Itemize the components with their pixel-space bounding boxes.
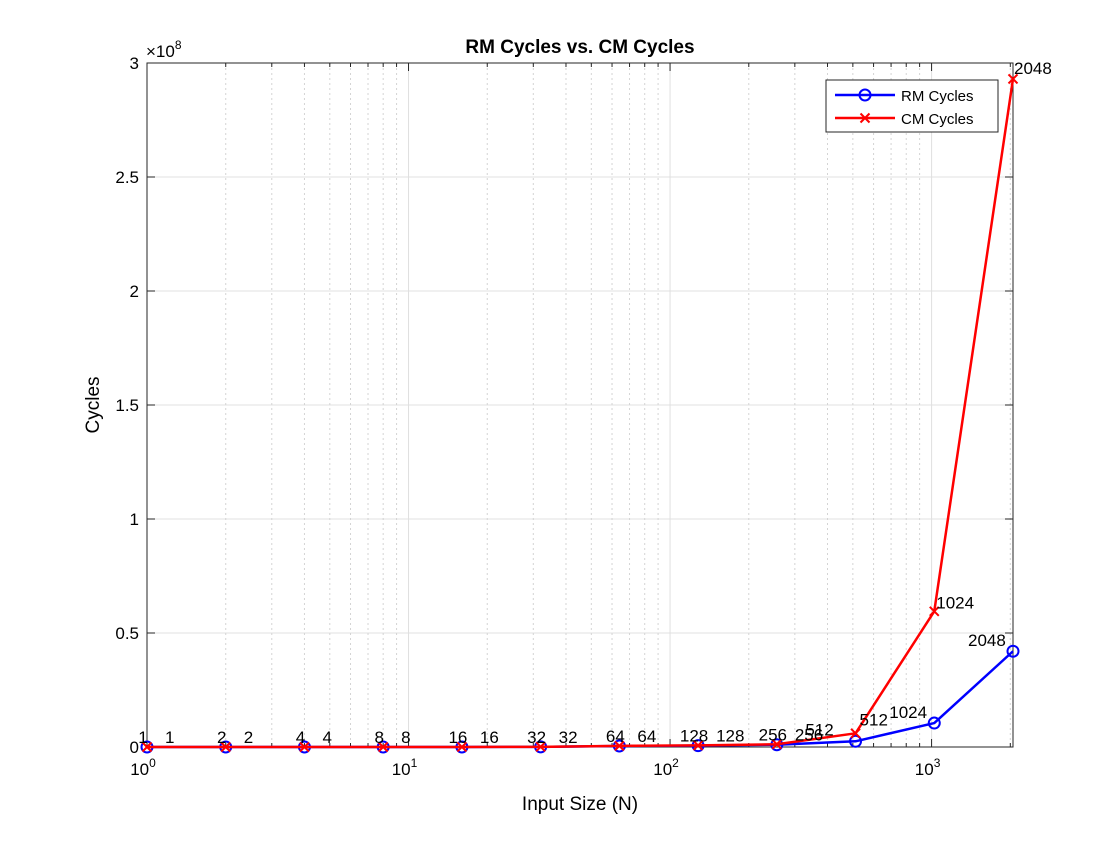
data-point-circle <box>849 734 863 748</box>
data-point-x-stroke <box>220 741 231 753</box>
data-point-x <box>456 741 468 753</box>
data-point-x-stroke <box>850 728 861 739</box>
y-tick-label: 0.5 <box>115 624 139 643</box>
legend-marker-x <box>859 112 871 124</box>
data-point-x-stroke <box>456 741 468 753</box>
chart-title: RM Cycles vs. CM Cycles <box>465 37 694 58</box>
data-point-x-stroke <box>614 740 625 752</box>
y-tick-label: 2 <box>130 282 139 301</box>
x-axis-label: Input Size (N) <box>522 794 638 815</box>
point-labels: 1 1 2 2 4 4 8 8 16 16 32 32 64 64 128 128 256 25651251210… <box>138 59 1052 747</box>
data-label-rm: 2 <box>244 728 253 747</box>
grid <box>146 62 1013 748</box>
y-tick-label: 3 <box>130 54 139 73</box>
y-tick-label: 1 <box>130 510 139 529</box>
data-point-x-stroke <box>1007 73 1019 85</box>
y-tick-label: 0 <box>130 738 139 757</box>
x-tick-label: 101 <box>392 756 418 779</box>
legend-box <box>825 79 999 133</box>
series-lines <box>140 73 1020 754</box>
legend: RM Cycles CM Cycles <box>825 79 999 133</box>
data-point-x <box>141 741 153 753</box>
data-label-rm: 16 <box>480 728 499 747</box>
legend-marker-x-stroke <box>859 112 871 124</box>
data-label-rm: 8 <box>401 728 410 747</box>
data-label-rm: 32 <box>559 728 578 747</box>
legend-marker-circle <box>858 88 872 102</box>
axis-ticks: 0 0.5 1 1.5 2 2.5 3 100 101 102 103 <box>115 54 1013 779</box>
data-label-cm: 64 <box>606 727 625 746</box>
data-label-rm: 4 <box>322 728 331 747</box>
data-label-rm: 1 <box>165 728 174 747</box>
data-point-x-stroke <box>299 741 310 753</box>
data-label-cm: 1024 <box>936 593 974 612</box>
data-label-rm: 2048 <box>968 631 1006 650</box>
data-point-x <box>1007 73 1019 85</box>
data-point-x <box>535 741 546 753</box>
data-label-cm: 512 <box>805 720 833 739</box>
y-tick-label: 2.5 <box>115 168 139 187</box>
x-tick-label: 100 <box>130 756 156 779</box>
data-point-x-stroke <box>377 741 389 753</box>
data-label-rm: 64 <box>637 727 656 746</box>
data-point-x-stroke <box>535 741 546 753</box>
data-label-cm: 32 <box>527 728 546 747</box>
data-point-x <box>850 728 861 739</box>
data-label-cm: 2048 <box>1014 59 1052 78</box>
data-label-rm: 128 <box>716 727 744 746</box>
data-point-x-stroke <box>692 740 704 751</box>
data-label-cm: 2 <box>217 728 226 747</box>
y-axis-label: Cycles <box>83 376 104 433</box>
data-label-cm: 1 <box>138 728 147 747</box>
data-point-x <box>771 739 783 750</box>
data-point-x-stroke <box>141 741 153 753</box>
y-tick-label: 1.5 <box>115 396 139 415</box>
data-label-cm: 256 <box>759 725 787 744</box>
data-label-cm: 8 <box>374 728 383 747</box>
legend-entry-label: RM Cycles <box>901 88 974 105</box>
data-label-cm: 16 <box>448 728 467 747</box>
data-label-rm: 256 <box>795 726 823 745</box>
data-point-x <box>929 606 940 617</box>
legend-entry-label: CM Cycles <box>901 111 974 128</box>
data-point-x-stroke <box>929 606 940 617</box>
data-point-x <box>614 740 625 752</box>
data-label-cm: 128 <box>680 726 708 745</box>
series-line-cm-cycles <box>146 78 1015 749</box>
data-point-x-stroke <box>771 739 783 750</box>
data-point-x <box>299 741 310 753</box>
data-point-x <box>220 741 231 753</box>
data-label-rm: 512 <box>860 710 888 729</box>
data-point-circle <box>1006 644 1020 658</box>
data-label-cm: 4 <box>296 728 305 747</box>
y-exponent-multiplier: ×108 <box>146 38 182 61</box>
data-label-rm: 1024 <box>889 703 927 722</box>
series-line-rm-cycles <box>146 650 1014 749</box>
x-tick-label: 102 <box>653 756 679 779</box>
data-point-circle <box>927 716 941 730</box>
data-point-x <box>692 740 704 751</box>
x-tick-label: 103 <box>915 756 941 779</box>
data-point-x <box>377 741 389 753</box>
